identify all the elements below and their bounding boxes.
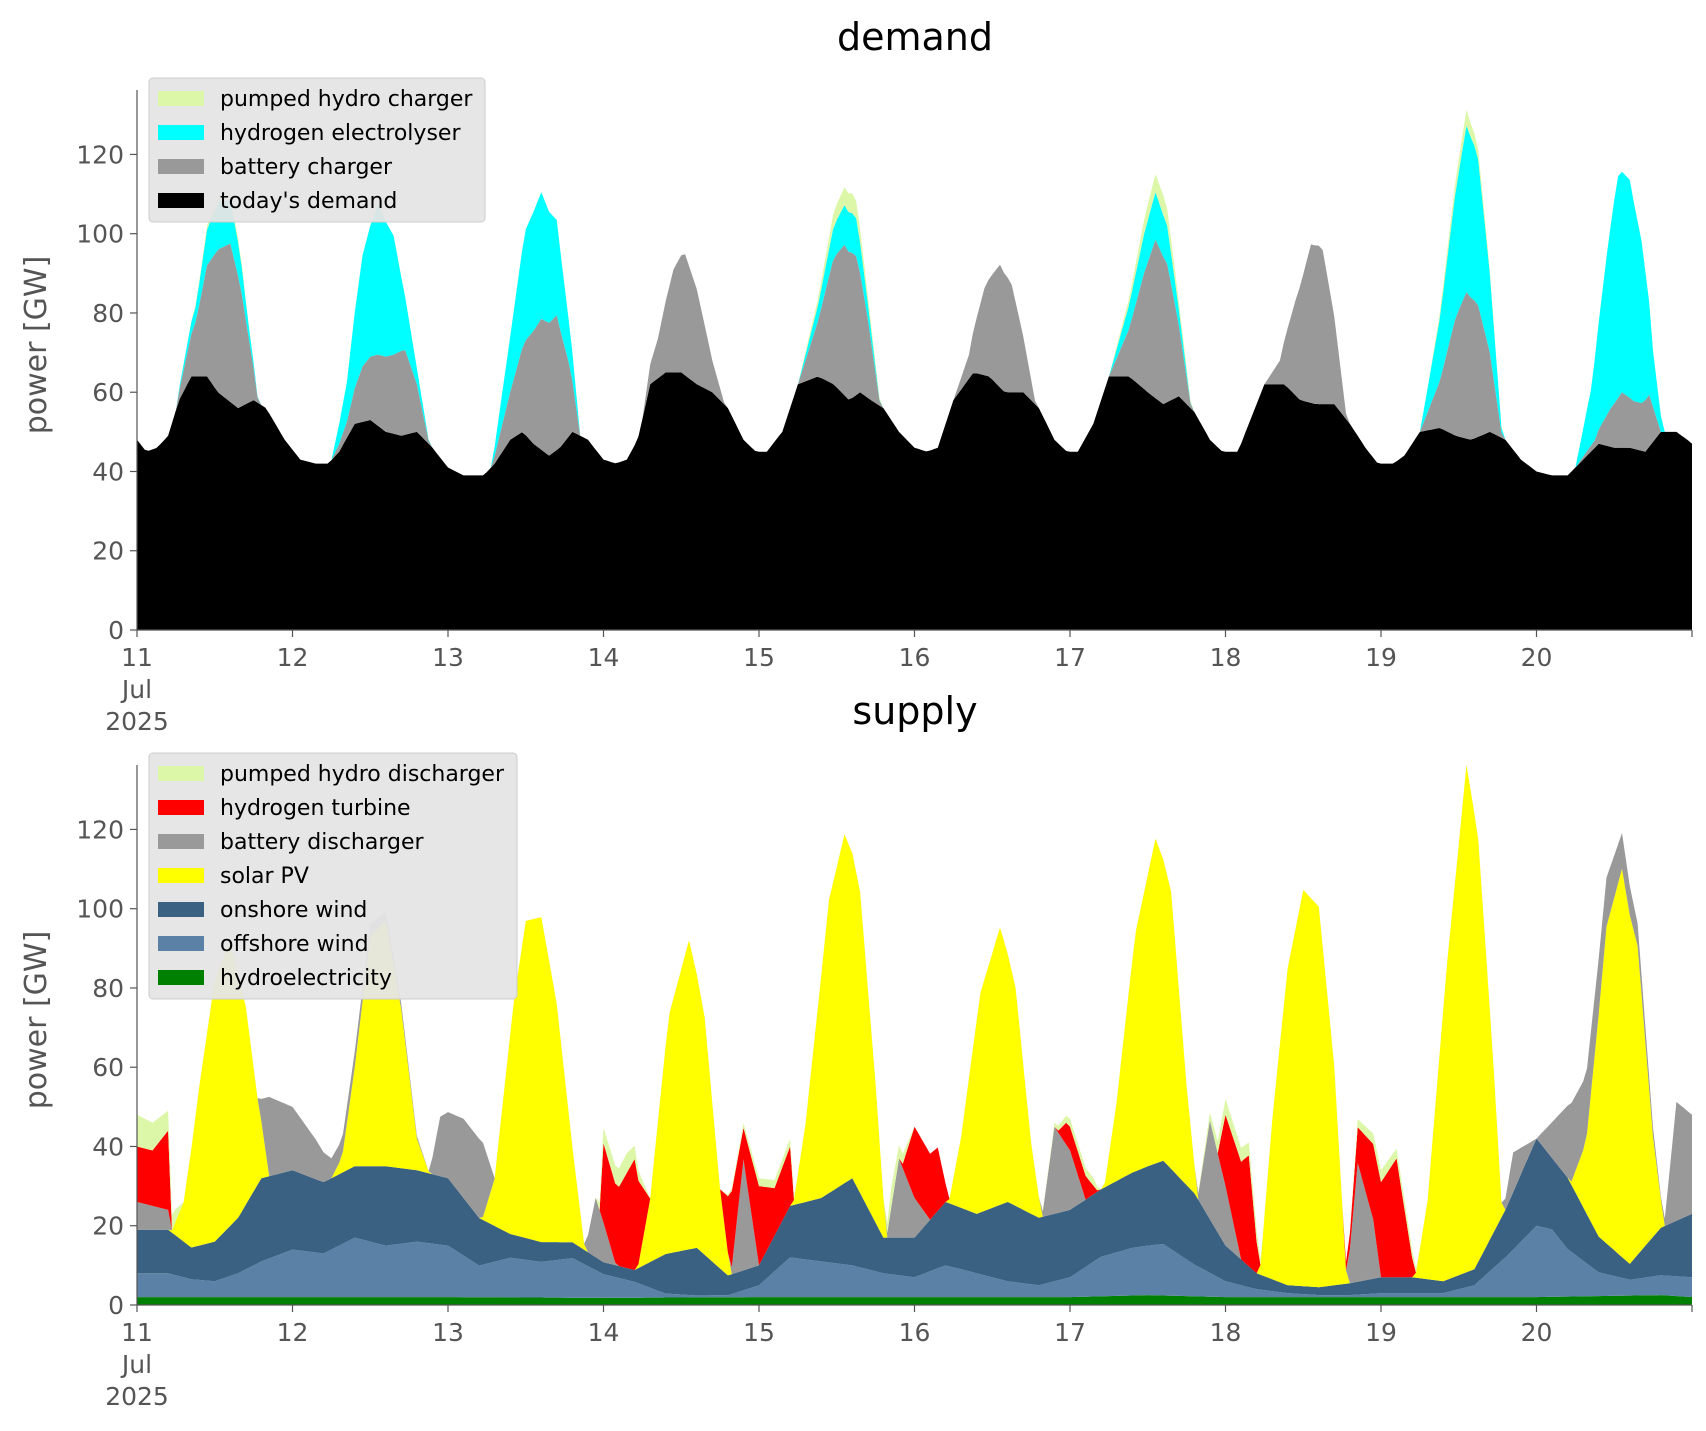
y-tick-label: 40 (92, 457, 124, 486)
legend-box (148, 752, 518, 1000)
legend-swatch-hydroelectricity (158, 970, 204, 985)
y-tick-label: 40 (92, 1132, 124, 1161)
supply-areas (137, 765, 1692, 1305)
demand-legend: pumped hydro charger hydrogen electrolyse… (148, 77, 486, 223)
x-tick-label: 18 (1210, 643, 1242, 672)
x-tick-label: 16 (899, 1318, 931, 1347)
legend-swatch-today-s-demand (158, 193, 204, 208)
y-axis-label-supply: power [GW] (19, 931, 54, 1110)
x-tick-sublabel: Jul (120, 1350, 152, 1379)
legend-swatch-pumped-hydro-charger (158, 91, 204, 106)
legend-label-pumped-hydro-charger: pumped hydro charger (220, 87, 473, 112)
x-tick-label: 18 (1210, 1318, 1242, 1347)
legend-label-solar-pv: solar PV (220, 864, 309, 889)
y-tick-label: 100 (76, 895, 124, 924)
legend-label-hydroelectricity: hydroelectricity (220, 966, 392, 991)
x-tick-label: 12 (277, 1318, 309, 1347)
x-tick-label: 11 (121, 643, 153, 672)
y-tick-label: 0 (108, 1291, 124, 1320)
x-tick-sublabel: 2025 (105, 1382, 169, 1411)
y-tick-label: 100 (76, 220, 124, 249)
supply-axes: 0 20 40 60 80 100 120 11 Jul 2025 12 13 14 15 16 17 18 19… (76, 765, 1693, 1411)
legend-swatch-hydrogen-electrolyser (158, 125, 204, 140)
x-tick-sublabel: Jul (120, 675, 152, 704)
area-onshore-wind (137, 1138, 1692, 1296)
legend-swatch-battery-discharger (158, 834, 204, 849)
legend-swatch-hydrogen-turbine (158, 800, 204, 815)
y-tick-label: 60 (92, 1053, 124, 1082)
y-tick-label: 20 (92, 537, 124, 566)
y-tick-label: 120 (76, 815, 124, 844)
chart-title-demand: demand (837, 15, 993, 59)
y-tick-label: 20 (92, 1212, 124, 1241)
demand-areas (137, 109, 1692, 630)
legend-swatch-solar-pv (158, 868, 204, 883)
y-tick-label: 60 (92, 378, 124, 407)
area-solar-pv (137, 765, 1692, 1288)
demand-chart: demand 0 20 40 60 80 100 120 11 Jul 2025 12 13 14 15 1… (19, 15, 1693, 736)
x-tick-label: 13 (432, 643, 464, 672)
x-tick-sublabel: 2025 (105, 707, 169, 736)
x-tick-label: 14 (588, 1318, 620, 1347)
chart-title-supply: supply (852, 689, 977, 733)
demand-axes: 0 20 40 60 80 100 120 11 Jul 2025 12 13 14 15 16 17 18 19… (76, 90, 1693, 736)
legend-label-offshore-wind: offshore wind (220, 932, 369, 957)
x-tick-label: 17 (1054, 1318, 1086, 1347)
x-tick-label: 20 (1521, 1318, 1553, 1347)
area-today-s-demand (137, 372, 1692, 630)
supply-chart: supply 0 20 40 60 80 100 120 11 Jul 2025 12 13 14 15 1… (19, 689, 1693, 1411)
x-tick-label: 19 (1365, 1318, 1397, 1347)
x-tick-label: 16 (899, 643, 931, 672)
legend-box (148, 77, 486, 223)
y-tick-label: 80 (92, 974, 124, 1003)
legend-label-pumped-hydro-discharger: pumped hydro discharger (220, 762, 505, 787)
x-tick-label: 14 (588, 643, 620, 672)
legend-swatch-onshore-wind (158, 902, 204, 917)
area-battery-charger (137, 239, 1692, 476)
legend-swatch-offshore-wind (158, 936, 204, 951)
legend-label-hydrogen-electrolyser: hydrogen electrolyser (220, 121, 461, 146)
x-tick-label: 20 (1521, 643, 1553, 672)
y-axis-label-demand: power [GW] (19, 256, 54, 435)
x-tick-label: 15 (743, 1318, 775, 1347)
x-tick-label: 19 (1365, 643, 1397, 672)
y-tick-label: 120 (76, 140, 124, 169)
y-tick-label: 0 (108, 616, 124, 645)
legend-label-battery-discharger: battery discharger (220, 830, 425, 855)
legend-label-battery-charger: battery charger (220, 155, 393, 180)
y-tick-label: 80 (92, 299, 124, 328)
supply-legend: pumped hydro discharger hydrogen turbine b… (148, 752, 518, 1000)
legend-label-hydrogen-turbine: hydrogen turbine (220, 796, 411, 821)
legend-swatch-battery-charger (158, 159, 204, 174)
x-tick-label: 11 (121, 1318, 153, 1347)
legend-label-onshore-wind: onshore wind (220, 898, 367, 923)
x-tick-label: 12 (277, 643, 309, 672)
legend-label-today-s-demand: today's demand (220, 189, 397, 214)
area-hydrogen-turbine (137, 765, 1692, 1278)
x-tick-label: 17 (1054, 643, 1086, 672)
x-tick-label: 13 (432, 1318, 464, 1347)
area-offshore-wind (137, 1225, 1692, 1298)
legend-swatch-pumped-hydro-discharger (158, 766, 204, 781)
x-tick-label: 15 (743, 643, 775, 672)
area-hydroelectricity (137, 1295, 1692, 1305)
